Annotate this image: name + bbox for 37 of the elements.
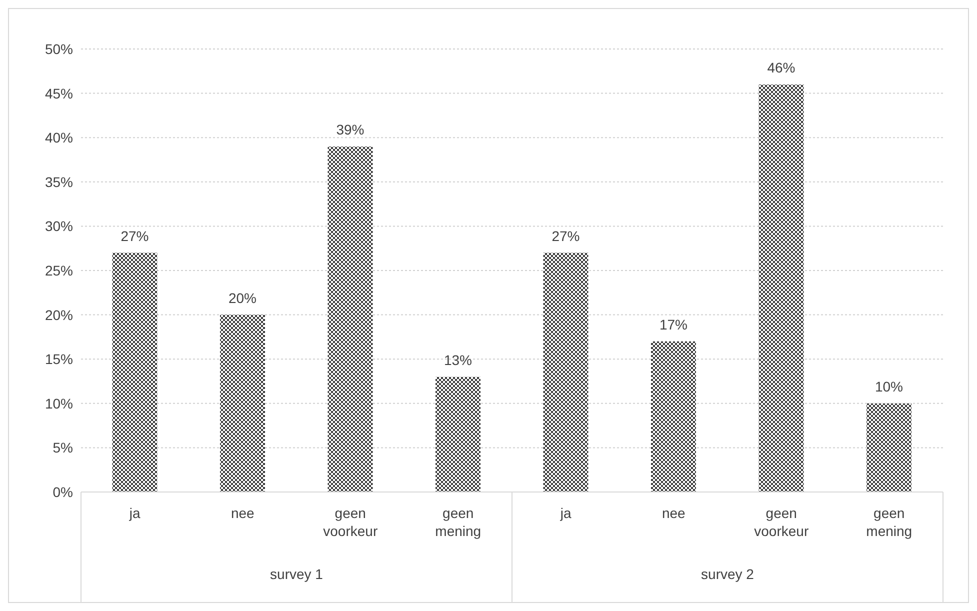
data-label: 13% — [444, 352, 472, 368]
bar — [112, 252, 158, 492]
bar — [436, 376, 480, 492]
y-tick-label: 0% — [52, 484, 73, 500]
x-tick-label: ja — [128, 505, 141, 521]
text: survey 2 — [700, 566, 755, 582]
data-label: 10% — [874, 378, 904, 394]
bar — [328, 146, 373, 492]
x-tick-label: nee — [662, 505, 686, 521]
y-tick-label: 40% — [44, 130, 73, 146]
y-tick-label: 5% — [52, 440, 73, 456]
y-tick-label: 30% — [44, 218, 73, 234]
y-tick-label: 45% — [44, 85, 73, 102]
data-label: 17% — [659, 316, 688, 332]
y-tick-label: 25% — [44, 262, 73, 278]
data-label: 27% — [120, 228, 149, 244]
data-label: 46% — [767, 59, 796, 76]
y-tick-label: 15% — [44, 351, 73, 368]
text: survey 1 — [269, 566, 324, 582]
bar — [758, 84, 804, 492]
y-tick-label: 50% — [44, 40, 73, 57]
x-tick-label: geen voorkeur — [323, 505, 378, 539]
x-tick-label: ja — [559, 505, 572, 521]
y-tick-label: 10% — [44, 395, 73, 412]
x-tick-label: geen mening — [435, 505, 482, 539]
bar — [220, 314, 265, 492]
data-label: 39% — [336, 121, 364, 138]
y-tick-label: 35% — [44, 174, 73, 190]
x-tick-label: geen mening — [866, 505, 912, 539]
bar — [866, 403, 912, 492]
bar — [543, 252, 588, 492]
y-tick-label: 20% — [44, 306, 73, 323]
data-label: 27% — [552, 228, 580, 244]
bar — [650, 341, 696, 492]
data-label: 20% — [228, 290, 257, 306]
x-tick-label: nee — [230, 505, 255, 521]
x-tick-label: geen voorkeur — [754, 505, 809, 539]
